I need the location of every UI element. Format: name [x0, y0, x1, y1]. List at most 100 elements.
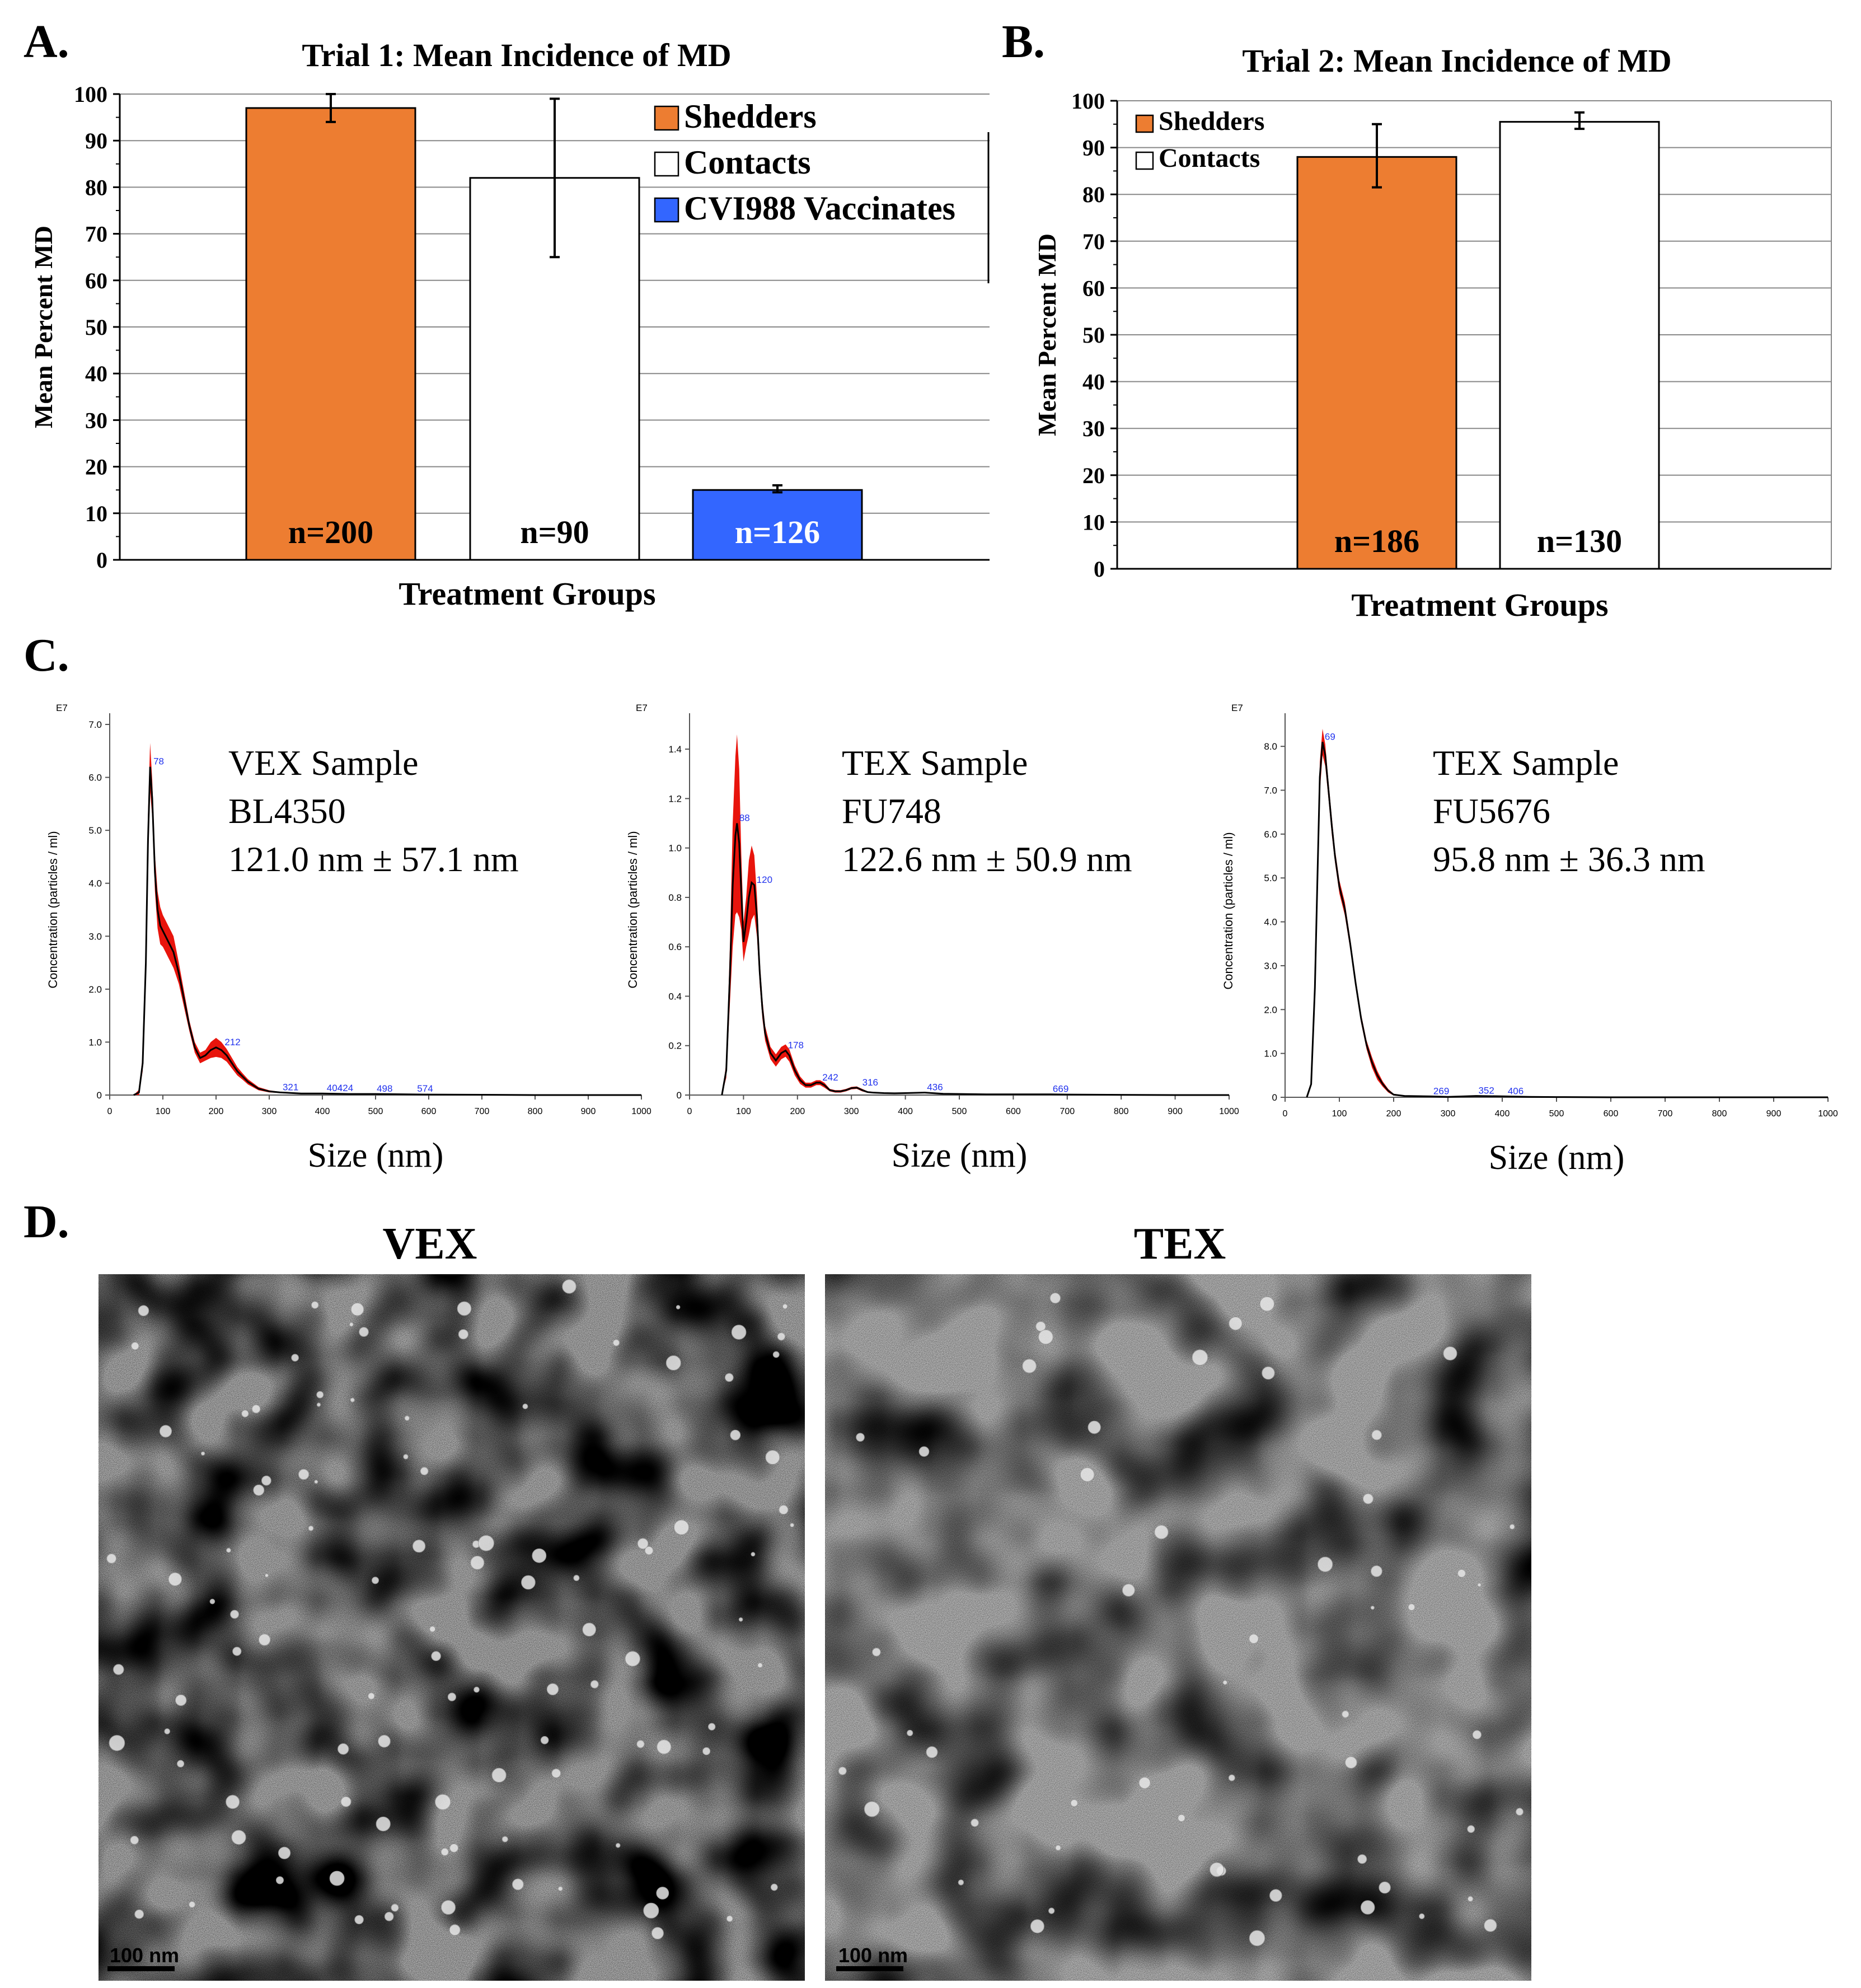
vesicle [1477, 1583, 1482, 1587]
scale-bar-tex [836, 1966, 903, 1971]
y-tick-label: 40 [1082, 369, 1105, 395]
y-tick-label: 30 [1082, 416, 1105, 441]
peak-label: 120 [757, 874, 772, 885]
mean-curve [1306, 741, 1828, 1098]
y-tick-label: 1.2 [668, 793, 682, 804]
vesicle [251, 1404, 261, 1414]
vesicle [253, 1484, 265, 1496]
legend-label: Contacts [1159, 143, 1260, 173]
vesicle [551, 1769, 561, 1778]
vesicle [971, 1818, 979, 1827]
vesicle [1509, 1524, 1515, 1530]
n-label: n=186 [1334, 523, 1419, 559]
x-tick-label: 800 [528, 1107, 543, 1116]
vesicle [731, 1325, 747, 1340]
vesicle [232, 1646, 242, 1656]
vesicle [435, 1794, 451, 1811]
peak-label: 669 [1053, 1084, 1068, 1094]
legend-label: Shedders [1159, 106, 1264, 136]
mean-size-label: 121.0 nm ± 57.1 nm [228, 839, 519, 879]
x-tick-label: 900 [581, 1107, 596, 1116]
error-band [133, 743, 642, 1095]
chart-title: Trial 2: Mean Incidence of MD [1242, 43, 1671, 79]
panel-c1-nta-chart: 0 1.0 2.0 3.0 4.0 5.0 6.0 7.0 0 100 200 300 400 500 60… [46, 703, 651, 1175]
vesicle [376, 1816, 391, 1832]
y-axis-label: Mean Percent MD [1033, 233, 1061, 436]
y-tick-label: 0.2 [668, 1041, 682, 1051]
panel-label-c: C. [24, 629, 69, 681]
y-tick-label: 1.0 [88, 1037, 102, 1047]
vesicle [512, 1878, 524, 1891]
panel-label-d: D. [24, 1196, 69, 1248]
y-tick-label: 2.0 [88, 984, 102, 995]
x-tick-label: 500 [1549, 1109, 1564, 1119]
peak-label: 78 [153, 756, 164, 767]
vesicle [612, 1339, 620, 1346]
vesicle [738, 1617, 743, 1622]
vesicle [557, 1886, 563, 1892]
vesicle [359, 1327, 369, 1337]
vesicle [1210, 1862, 1225, 1877]
vesicle [1222, 1680, 1228, 1685]
y-tick-label: 70 [85, 222, 107, 247]
vesicle [1344, 1756, 1357, 1769]
vesicle [316, 1391, 324, 1398]
vesicle [1362, 1493, 1374, 1504]
vesicle [1048, 1907, 1055, 1914]
vesicle [1022, 1359, 1037, 1373]
y-tick-label: 3.0 [88, 931, 102, 942]
vesicle [1229, 1316, 1243, 1331]
vesicle [730, 1429, 741, 1440]
vesicle [420, 1467, 429, 1476]
vesicle [449, 1924, 461, 1936]
vesicle [470, 1555, 485, 1570]
y-tick-label: 10 [85, 501, 107, 526]
x-tick-label: 300 [262, 1107, 277, 1116]
y-exponent: E7 [636, 703, 648, 713]
y-tick-label: 30 [85, 408, 107, 433]
vesicle [643, 1902, 659, 1919]
vesicle [1371, 1429, 1382, 1440]
vesicle [130, 1836, 139, 1845]
vesicle [1192, 1349, 1208, 1366]
vesicle [1370, 1606, 1375, 1610]
sample-type-label: VEX Sample [228, 743, 419, 783]
vesicle [1087, 1420, 1101, 1434]
vesicle [590, 1680, 599, 1688]
x-tick-label: 100 [156, 1107, 171, 1116]
scale-bar-label-vex: 100 nm [110, 1944, 179, 1967]
legend-swatch [1135, 114, 1154, 133]
n-label: n=126 [735, 514, 820, 550]
x-tick-label: 200 [790, 1107, 805, 1116]
n-label: n=130 [1537, 523, 1622, 559]
vesicle [340, 1796, 351, 1807]
peak-label: 574 [417, 1083, 433, 1094]
tem-vex-title: VEX [383, 1219, 477, 1269]
legend-label: Contacts [684, 144, 811, 181]
vesicle [478, 1535, 494, 1551]
vesicle [134, 1909, 144, 1919]
scale-bar-label-tex: 100 nm [838, 1944, 908, 1967]
vesicle [391, 1903, 399, 1912]
y-tick-label: 4.0 [88, 878, 102, 889]
vesicle [777, 1332, 786, 1341]
vesicle [1122, 1583, 1135, 1597]
y-tick-label: 5.0 [1264, 873, 1277, 883]
vesicle [491, 1767, 507, 1783]
sample-type-label: TEX Sample [1433, 743, 1619, 783]
vesicle [1249, 1930, 1265, 1947]
vesicle [521, 1575, 536, 1590]
vesicle [276, 1876, 284, 1884]
vesicle [138, 1305, 149, 1316]
vesicle [278, 1846, 291, 1859]
legend-swatch [1135, 151, 1154, 170]
y-tick-label: 50 [1082, 322, 1105, 348]
vesicle [546, 1683, 559, 1696]
peak-label: 269 [1433, 1086, 1449, 1096]
mean-size-label: 122.6 nm ± 50.9 nm [842, 839, 1132, 879]
vesicle [522, 1404, 528, 1410]
legend-swatch [654, 197, 679, 223]
y-tick-label: 0 [96, 548, 107, 573]
vesicle [441, 1900, 456, 1915]
vesicle [350, 1397, 355, 1402]
